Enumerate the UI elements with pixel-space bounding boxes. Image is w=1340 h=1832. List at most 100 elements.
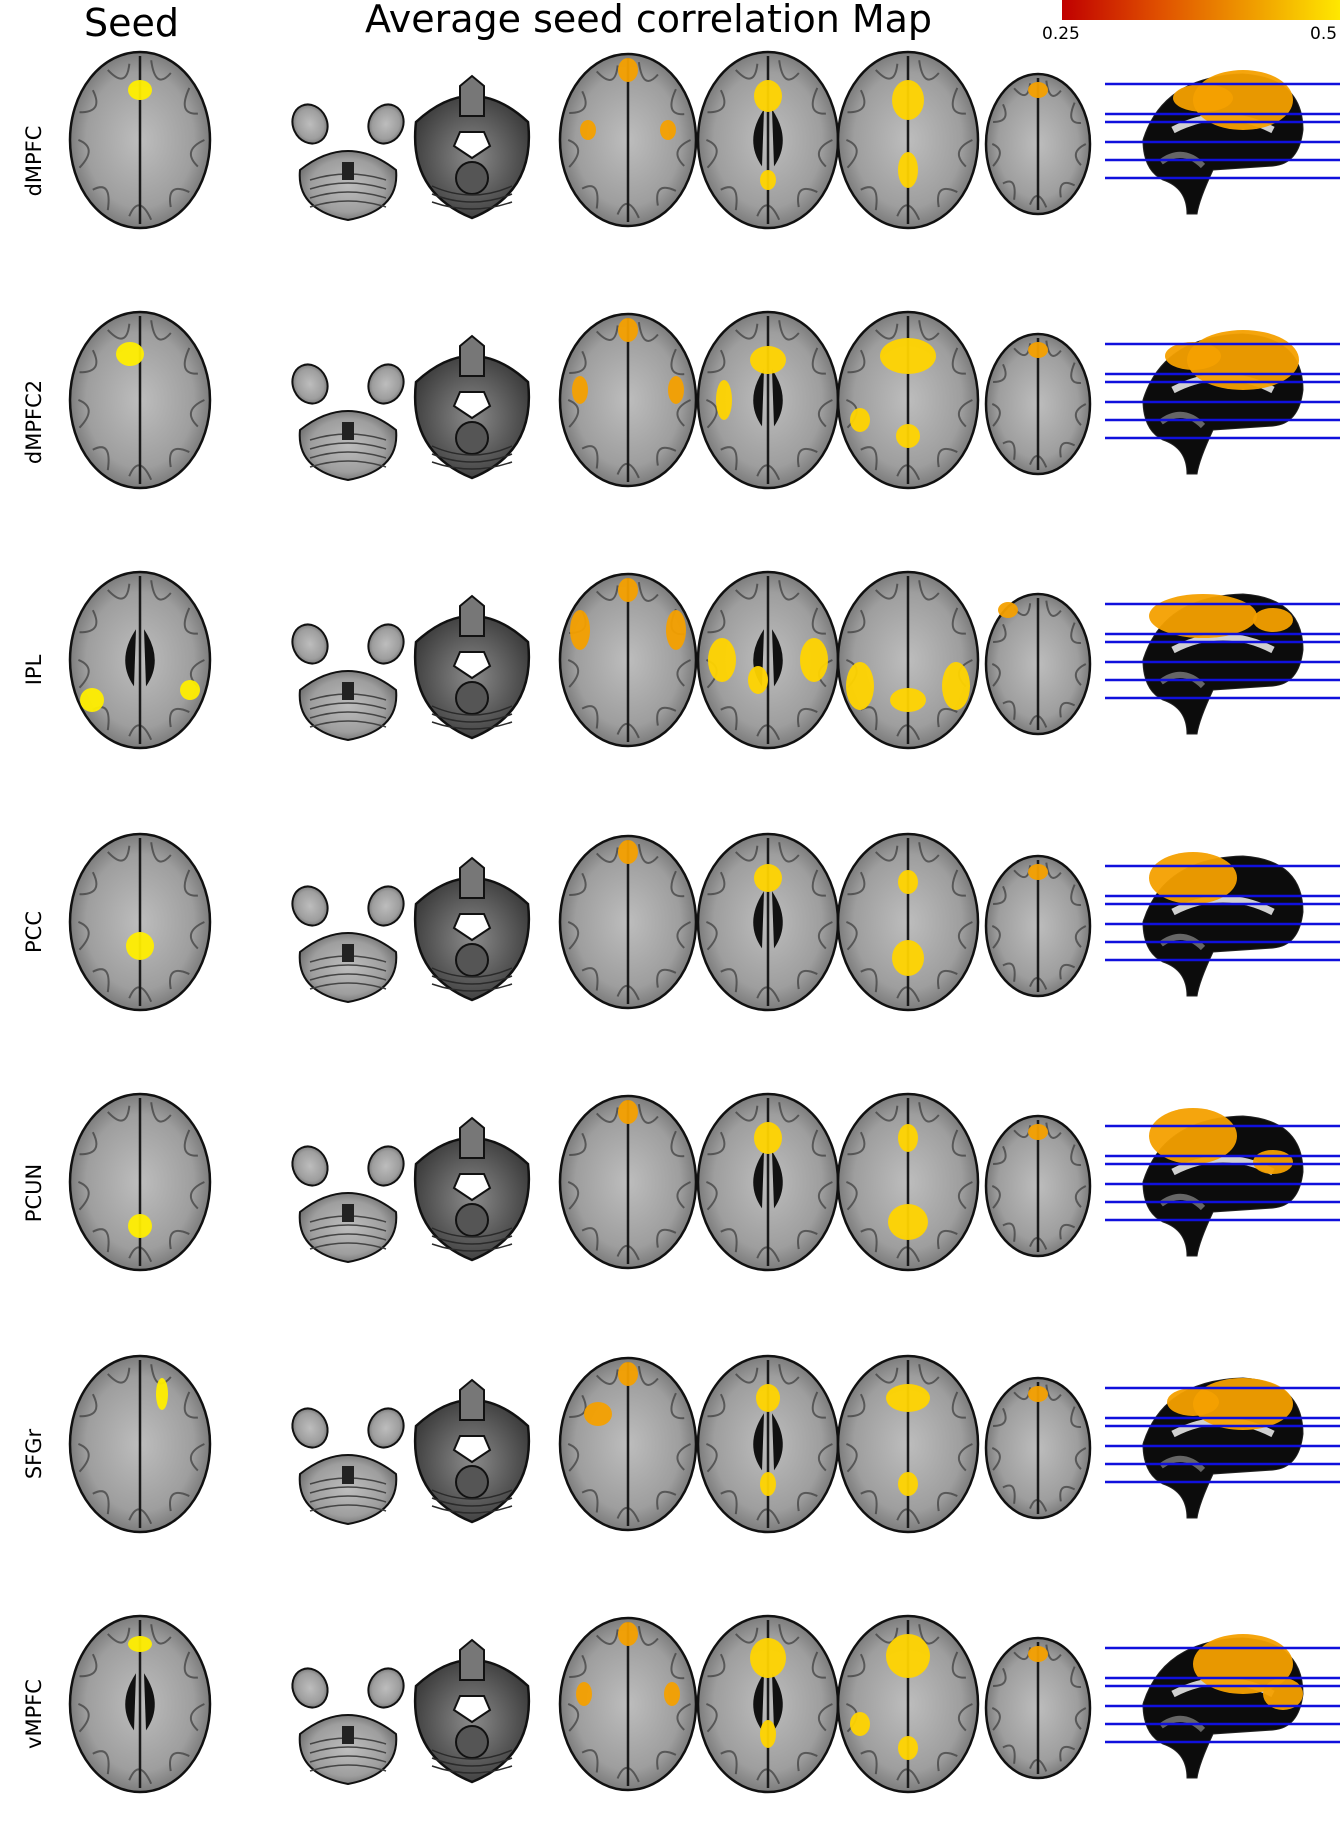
gyrus-line (845, 1442, 858, 1473)
gyrus-line (77, 658, 90, 689)
gyrus-line (993, 363, 1007, 383)
axial-slice-inferior (291, 363, 405, 482)
gyrus-line (79, 1131, 98, 1156)
correlation-cluster (898, 1124, 918, 1152)
axial-slice-ventricle (696, 1092, 840, 1272)
slice-position-lines (1105, 864, 1340, 962)
suprasellar-cistern (452, 651, 492, 680)
cerebellum (298, 1714, 398, 1786)
gyrus-line (937, 1491, 958, 1512)
correlation-cluster (880, 338, 936, 374)
cerebellar-fold (431, 1243, 513, 1252)
fourth-ventricle (342, 1466, 354, 1484)
gyrus-line (676, 659, 691, 687)
correlation-cluster (898, 870, 918, 894)
gyrus-line (169, 447, 190, 468)
gyrus-line (183, 1651, 198, 1679)
correlation-cluster (892, 80, 924, 120)
fourth-ventricle (342, 1726, 354, 1744)
correlation-cluster (760, 170, 776, 190)
fourth-ventricle (342, 162, 354, 180)
gyrus-line (107, 323, 131, 340)
orbitofrontal (459, 1378, 485, 1421)
gyrus-line (670, 348, 685, 376)
gyrus-line (1059, 441, 1076, 458)
gyrus-line (875, 323, 899, 340)
gyrus-line (189, 921, 205, 950)
correlation-cluster (1028, 82, 1048, 98)
gyrus-line (637, 843, 659, 864)
gyrus-line (189, 1443, 205, 1472)
pons (455, 681, 489, 715)
gyrus-line (991, 403, 1001, 427)
correlation-cluster (1028, 864, 1048, 880)
gyrus-line (567, 138, 580, 168)
axial-slice-upper (836, 310, 980, 490)
gyrus-line (993, 1407, 1007, 1427)
slice-position-lines (1105, 1124, 1340, 1222)
suprasellar-cistern (452, 913, 492, 942)
gyrus-line (720, 446, 738, 471)
cerebellum (298, 1192, 398, 1264)
gyrus-line (1045, 1644, 1062, 1661)
gyrus-line (77, 138, 90, 169)
gyrus-line (707, 1393, 726, 1418)
gyrus-line (951, 607, 966, 635)
axial-slice-upper (836, 1092, 980, 1272)
gyrus-line (1059, 181, 1076, 198)
gyrus-line (637, 61, 659, 82)
gyrus-line (1002, 180, 1016, 200)
gyrus-line (957, 1443, 973, 1472)
gyrus-line (993, 1667, 1007, 1687)
gyrus-line (183, 1391, 198, 1419)
gyrus-line (918, 60, 940, 81)
gyrus-line (811, 607, 826, 635)
gyrus-line (797, 1751, 818, 1772)
correlation-cluster (1149, 1108, 1237, 1164)
ventricle-right (772, 109, 783, 167)
gyrus-line (569, 1654, 587, 1678)
axial-slice-mid (558, 572, 698, 748)
gyrus-line (817, 1443, 833, 1472)
ventricle-left (753, 1413, 764, 1471)
cerebellar-fold (431, 185, 513, 196)
gyrus-line (676, 1703, 691, 1731)
gyrus-line (957, 139, 973, 168)
cerebellar-fold (431, 1765, 513, 1774)
axial-slice-brainstem (413, 1378, 531, 1524)
orbitofrontal (459, 856, 485, 899)
gyrus-line (581, 705, 599, 729)
gyrus-line (595, 847, 619, 863)
gyrus-line (1059, 963, 1076, 980)
temporal-pole-right (367, 1407, 405, 1449)
cerebellar-fold (431, 1235, 513, 1245)
gyrus-line (937, 447, 958, 468)
axial-slice-inferior (291, 103, 405, 222)
gyrus-line (581, 967, 599, 991)
gyrus-line (79, 871, 98, 896)
gyrus-line (860, 446, 878, 471)
correlation-cluster (754, 80, 782, 112)
gyrus-line (918, 580, 940, 601)
correlation-cluster (618, 1100, 638, 1124)
folia-line (309, 182, 387, 190)
gyrus-line (1070, 884, 1082, 906)
cerebellar-fold (431, 721, 513, 730)
gyrus-line (676, 921, 691, 949)
gyrus-line (150, 320, 172, 341)
gyrus-line (735, 845, 759, 862)
panel-row-dmpfc (68, 50, 1340, 230)
gyrus-line (656, 1750, 677, 1770)
seed-region (128, 1214, 152, 1238)
cerebellar-fold (431, 1227, 513, 1238)
cerebellar-fold (431, 705, 513, 716)
gyrus-line (92, 446, 110, 471)
gyrus-line (150, 1624, 172, 1645)
axial-slice-brainstem (413, 1116, 531, 1262)
gyrus-line (637, 581, 659, 602)
gyrus-line (811, 87, 826, 115)
gyrus-line (656, 186, 677, 206)
cerebellar-fold (431, 975, 513, 985)
ventricle-right (772, 1413, 783, 1471)
correlation-cluster (570, 610, 590, 650)
